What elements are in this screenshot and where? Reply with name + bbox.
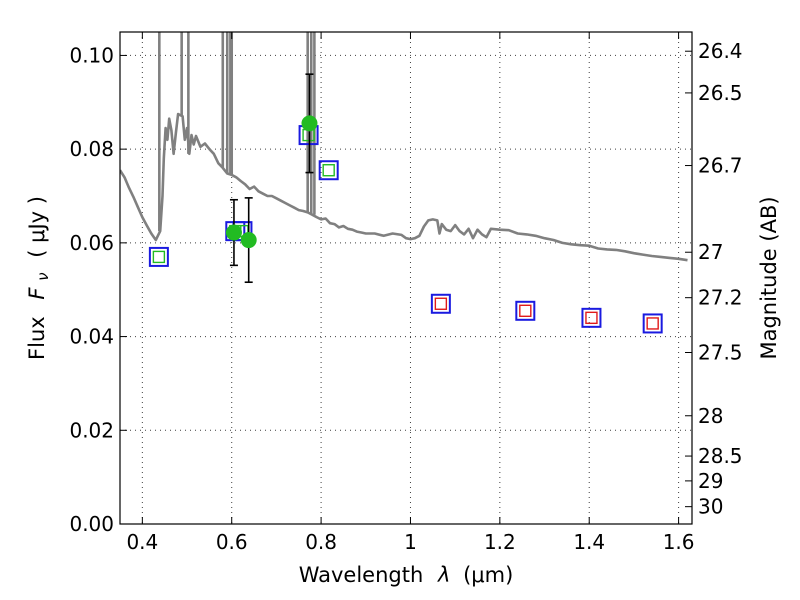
- x-axis-title: Wavelength λ (μm): [299, 563, 514, 587]
- y2-tick-label: 27: [698, 240, 723, 264]
- y-tick-label: 0.00: [69, 512, 114, 536]
- y-tick-label: 0.02: [69, 418, 114, 442]
- model-band-square-inner: [434, 297, 448, 310]
- y2-tick-label: 26.4: [698, 39, 743, 63]
- y-axis-title-subscript: ν: [34, 272, 52, 280]
- y-axis-title: Flux F ν ( μJy ): [25, 196, 53, 360]
- model-band-square-inner: [322, 164, 335, 177]
- plot-area: [120, 32, 688, 334]
- x-tick-label: 0.4: [126, 530, 158, 554]
- model-band-square-inner: [519, 304, 532, 317]
- plot-frame: [119, 31, 693, 525]
- observed-point: [240, 232, 257, 249]
- y-tick-label: 0.08: [69, 137, 114, 161]
- x-axis-title-symbol: λ: [437, 563, 450, 587]
- observed-point: [225, 224, 242, 241]
- x-axis-title-unit: (μm): [463, 563, 513, 587]
- x-axis-title-text: Wavelength: [299, 563, 424, 587]
- grid-lines: [120, 32, 692, 525]
- y-axis-title-unit: ( μJy ): [25, 196, 49, 258]
- y2-tick-label: 28.5: [698, 444, 743, 468]
- model-band-square: [148, 246, 169, 267]
- y-axis-title-text: Flux: [25, 316, 49, 360]
- sed-model-line: [120, 112, 688, 262]
- x-tick-label: 0.8: [305, 530, 337, 554]
- model-band-square-inner: [152, 250, 166, 264]
- y2-tick-label: 26.5: [698, 81, 743, 105]
- x-tick-label: 1.6: [663, 530, 695, 554]
- model-band-square: [515, 300, 536, 321]
- x-tick-label: 0.6: [216, 530, 248, 554]
- x-tick-label: 1.2: [484, 530, 516, 554]
- y2-tick-label: 26.7: [698, 154, 743, 178]
- x-tick-label: 1.4: [573, 530, 605, 554]
- y2-tick-label: 27.5: [698, 341, 743, 365]
- model-band-square: [430, 293, 451, 314]
- y-tick-label: 0.10: [69, 43, 114, 67]
- y2-tick-label: 28: [698, 404, 723, 428]
- y2-tick-label: 27.2: [698, 286, 743, 310]
- y2-axis-title: Magnitude (AB): [757, 196, 781, 359]
- model-band-square: [581, 307, 602, 328]
- y-axis-ticks: 0.00 0.02 0.04 0.06 0.08 0.10: [69, 43, 127, 536]
- x-axis-ticks: 0.4 0.6 0.8 1 1.2 1.4 1.6: [126, 32, 695, 554]
- x-tick-label: 1: [404, 530, 417, 554]
- y-tick-label: 0.06: [69, 231, 114, 255]
- model-band-square-inner: [646, 317, 659, 330]
- observed-point: [301, 115, 318, 132]
- y2-tick-label: 29: [698, 469, 723, 493]
- model-band-square: [642, 313, 663, 334]
- y-tick-label: 0.04: [69, 325, 114, 349]
- y2-tick-label: 30: [698, 495, 723, 519]
- model-band-square-inner: [585, 311, 598, 325]
- y-axis-title-symbol: F: [25, 287, 49, 300]
- model-band-square: [318, 160, 339, 181]
